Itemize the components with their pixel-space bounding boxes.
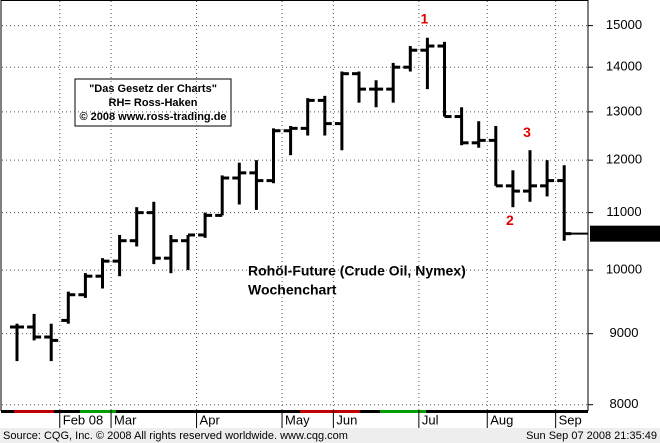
y-tick-label: 11000 (606, 204, 641, 219)
timestamp: Sun Sep 07 2008 21:35:49 (526, 430, 657, 442)
strip-red (300, 410, 360, 413)
annotation: 3 (523, 124, 531, 140)
annotation: 2 (506, 212, 514, 228)
time-strip (1, 410, 588, 413)
caption: Rohöl-Future (Crude Oil, Nymex) (248, 263, 466, 279)
x-tick-label: Aug (490, 412, 513, 427)
y-tick-label: 10000 (606, 262, 642, 277)
footer-bar (0, 428, 660, 443)
x-tick-label: Jul (422, 412, 439, 427)
y-tick-label: 14000 (606, 59, 642, 74)
last-price-label: 10623 (606, 225, 642, 240)
y-tick-label: 13000 (606, 103, 642, 118)
x-tick-label: Sep (559, 412, 582, 427)
strip (1, 410, 588, 413)
info-line: "Das Gesetz der Charts" (89, 83, 217, 95)
x-tick-label: Jun (336, 412, 357, 427)
strip-green (80, 410, 116, 413)
y-tick-label: 12000 (606, 152, 642, 167)
info-box (74, 78, 232, 127)
x-tick-label: Apr (200, 412, 221, 427)
x-tick-label: Mar (114, 412, 137, 427)
last-price-box (590, 225, 660, 242)
info-line: RH= Ross-Haken (109, 97, 198, 109)
strip-red (14, 410, 54, 413)
x-tick-label: Feb 08 (63, 412, 103, 427)
strip-green (380, 410, 426, 413)
caption: Wochenchart (248, 282, 337, 298)
source: Source: CQG, Inc. © 2008 All rights rese… (3, 430, 348, 442)
x-tick-label: May (285, 412, 310, 427)
annotation: 1 (421, 10, 429, 26)
y-tick-label: 15000 (606, 17, 642, 32)
info-line: © 2008 www.ross-trading.de (79, 111, 226, 123)
y-tick-label: 9000 (610, 325, 639, 340)
y-tick-label: 8000 (610, 396, 639, 411)
